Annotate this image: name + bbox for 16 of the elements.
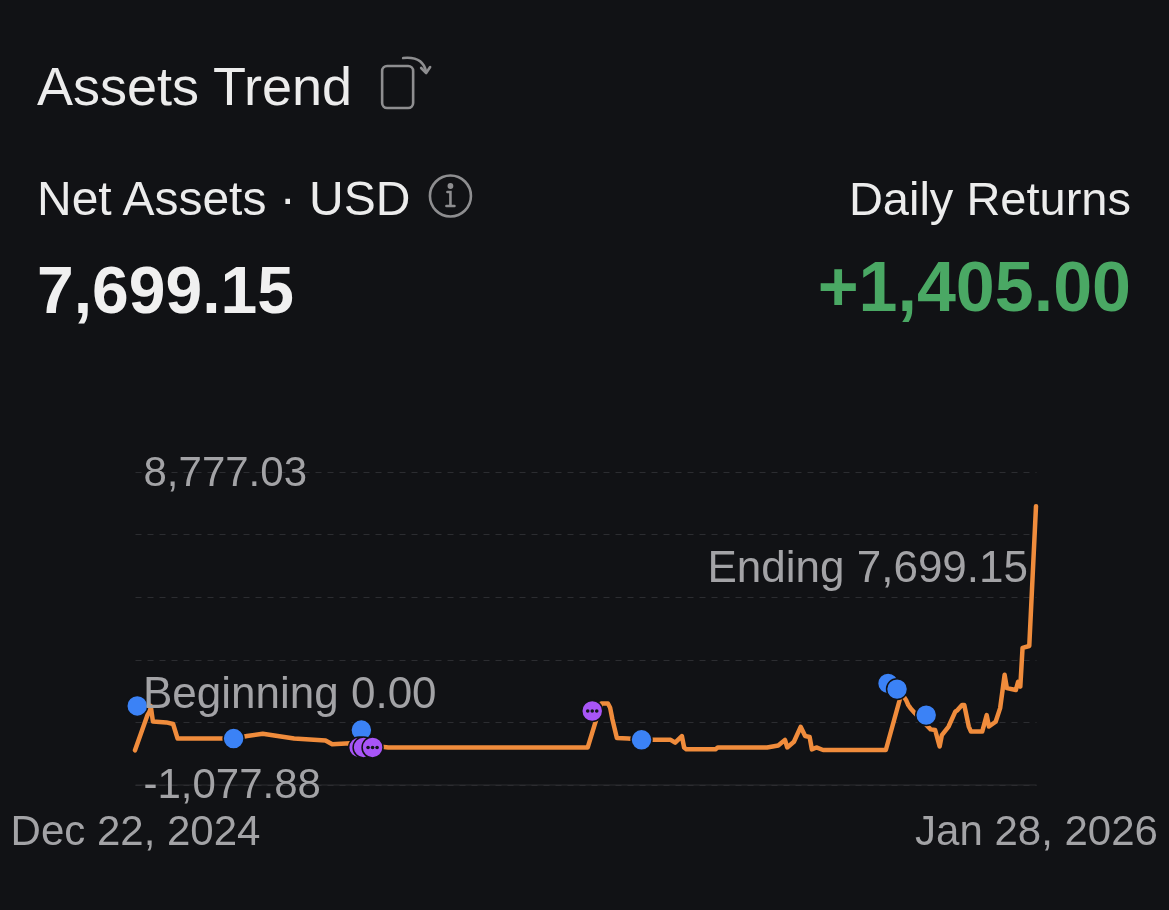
chart-subtitle: Net Assets · USD xyxy=(37,172,411,225)
x-tick-label: Jan 28, 2026 xyxy=(915,807,1158,854)
point xyxy=(630,728,653,752)
point xyxy=(885,677,909,701)
text: +1,405.00 xyxy=(817,248,1131,326)
text: 7,699.15 xyxy=(37,253,294,327)
point xyxy=(914,703,938,727)
point xyxy=(222,727,245,750)
text: Daily Returns xyxy=(848,172,1131,225)
point xyxy=(361,736,384,759)
chart-title: Assets Trend xyxy=(37,56,353,116)
y-tick-label: -1,077.88 xyxy=(143,760,321,807)
annotation: Ending 7,699.15 xyxy=(707,542,1028,592)
y-tick-label: 8,777.03 xyxy=(143,447,307,495)
x-tick-label: Dec 22, 2024 xyxy=(10,807,261,854)
annotation: Beginning 0.00 xyxy=(143,668,437,718)
